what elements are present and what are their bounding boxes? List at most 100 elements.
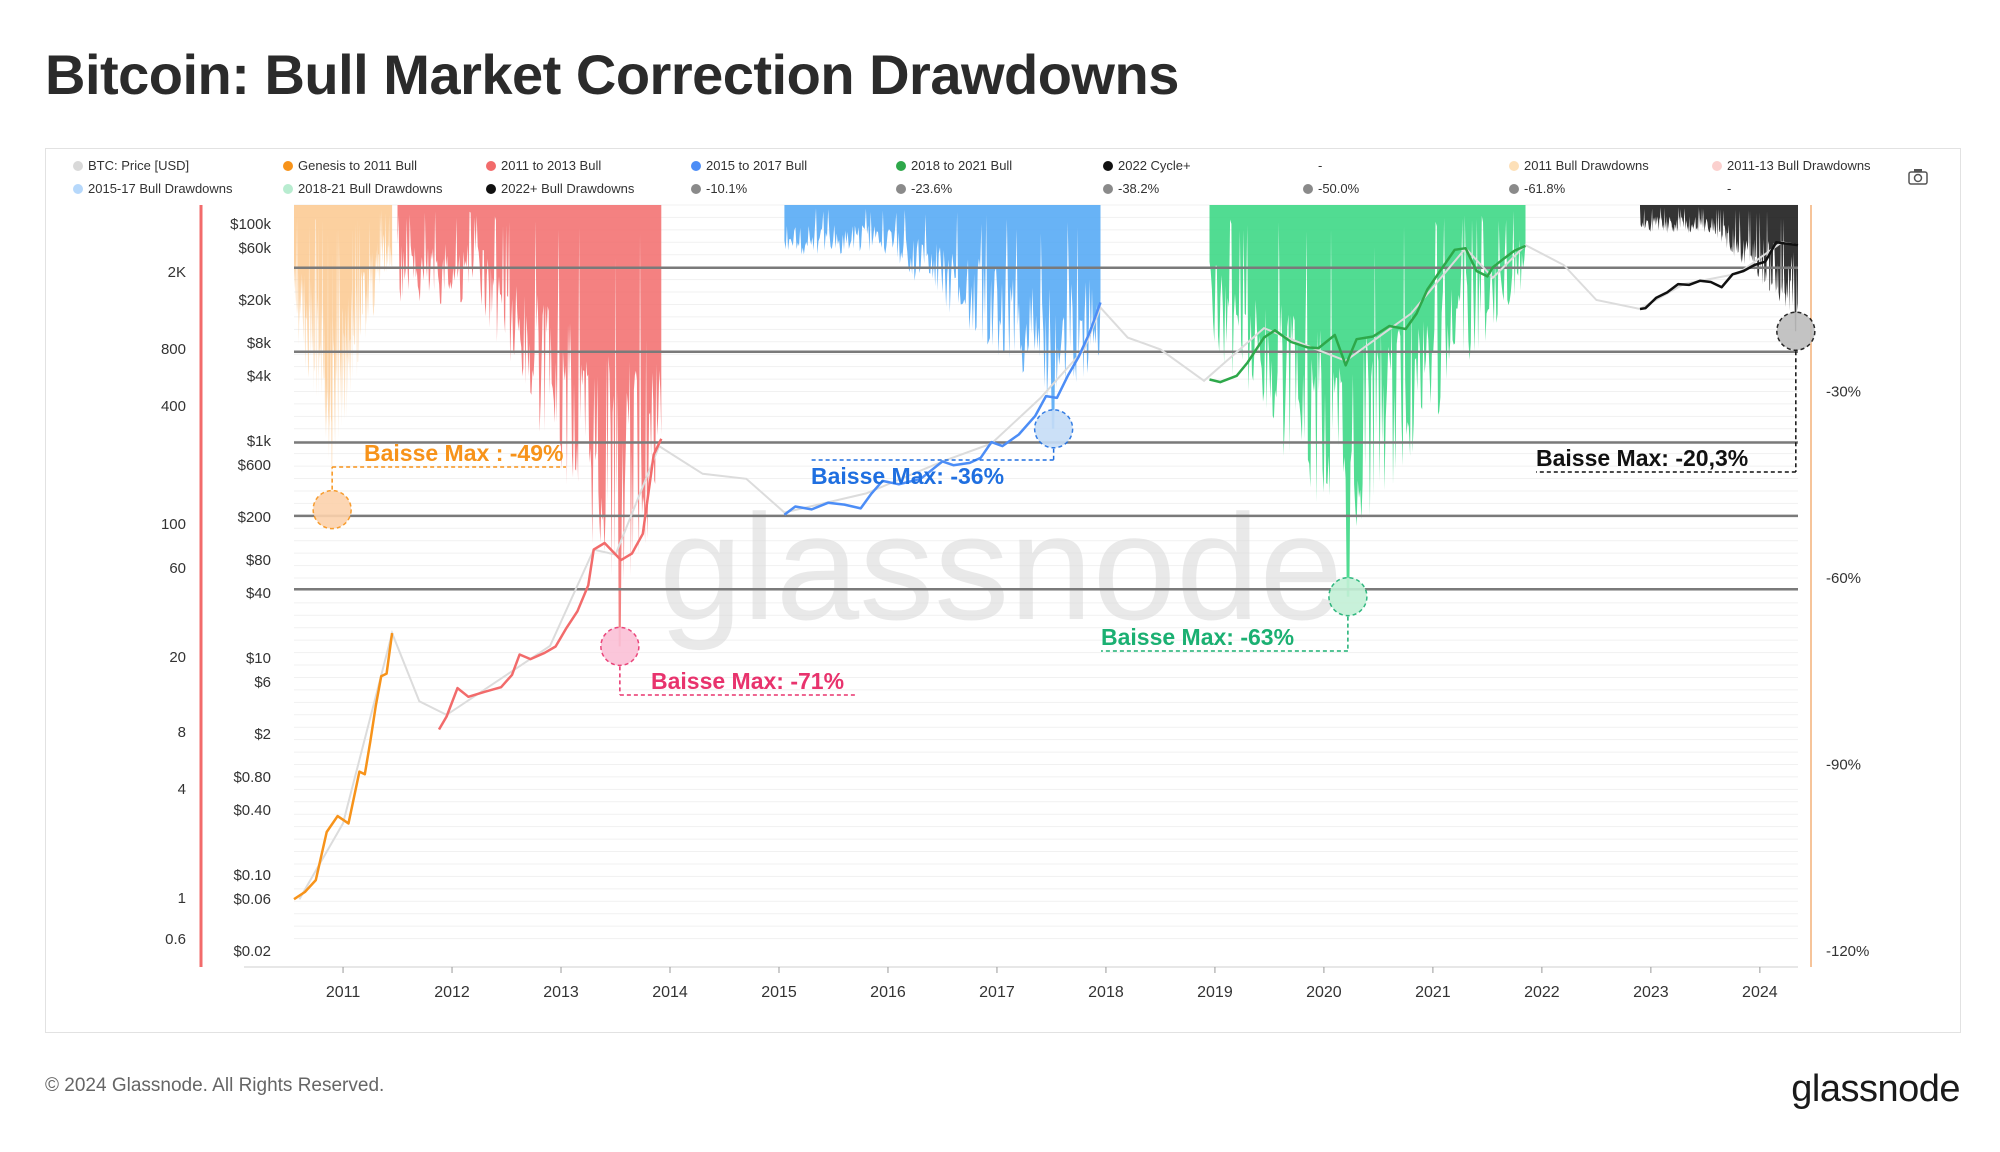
x-axis-tick: 2022 [1524, 984, 1560, 1001]
left-axis-tick: 400 [161, 398, 186, 415]
drawdown-area [294, 205, 393, 510]
annotation-label: Baisse Max: -63% [1101, 624, 1294, 650]
legend-swatch [691, 184, 701, 194]
page-title: Bitcoin: Bull Market Correction Drawdown… [45, 43, 1179, 106]
annotation-label: Baisse Max: -20,3% [1536, 445, 1748, 471]
x-axis-tick: 2020 [1306, 984, 1342, 1001]
price-axis-tick: $0.40 [233, 802, 271, 819]
watermark-text: glassnode [659, 483, 1343, 651]
drawdown-axis-tick: -90% [1826, 757, 1861, 774]
legend-swatch [283, 184, 293, 194]
x-axis-tick: 2014 [652, 984, 688, 1001]
x-axis-tick: 2011 [326, 984, 361, 1001]
x-axis-tick: 2018 [1088, 984, 1124, 1001]
drawdown-area [397, 205, 662, 647]
price-axis-tick: $0.06 [233, 891, 271, 908]
legend-swatch [283, 161, 293, 171]
price-axis-tick: $1k [247, 433, 272, 450]
x-axis-tick: 2013 [543, 984, 579, 1001]
legend-swatch [896, 161, 906, 171]
legend-label: -38.2% [1118, 181, 1160, 196]
camera-icon [1908, 169, 1928, 185]
legend-label: 2018-21 Bull Drawdowns [298, 181, 443, 196]
price-axis-tick: $60k [238, 240, 271, 257]
left-axis-tick: 20 [169, 649, 186, 666]
x-axis-tick: 2015 [761, 984, 797, 1001]
drawdown-area [784, 205, 1101, 429]
drawdown-marker [1328, 576, 1368, 617]
x-axis-tick: 2016 [870, 984, 906, 1001]
x-axis-tick: 2021 [1415, 984, 1451, 1001]
legend-swatch [73, 184, 83, 194]
left-axis-tick: 8 [178, 724, 186, 741]
legend-label: 2011 to 2013 Bull [501, 158, 601, 173]
x-axis-tick: 2017 [979, 984, 1015, 1001]
legend-swatch [1103, 161, 1113, 171]
price-axis-tick: $0.80 [233, 769, 271, 786]
legend-label: -61.8% [1524, 181, 1566, 196]
legend-swatch [1509, 161, 1519, 171]
footer-copyright: © 2024 Glassnode. All Rights Reserved. [45, 1075, 385, 1096]
price-axis-tick: $100k [230, 216, 271, 233]
left-axis-tick: 0.6 [165, 931, 186, 948]
legend-label: 2011-13 Bull Drawdowns [1727, 158, 1871, 173]
legend-swatch [1712, 161, 1722, 171]
legend-label: - [1318, 158, 1322, 173]
legend-swatch [73, 161, 83, 171]
legend-label: 2015-17 Bull Drawdowns [88, 181, 233, 196]
drawdown-area [1640, 205, 1798, 332]
legend-label: -23.6% [911, 181, 953, 196]
annotation-label: Baisse Max: -71% [651, 668, 844, 694]
left-axis-tick: 2K [168, 264, 186, 281]
price-axis-tick: $80 [246, 552, 271, 569]
legend-label: BTC: Price [USD] [88, 158, 189, 173]
legend-label: 2015 to 2017 Bull [706, 158, 807, 173]
legend-swatch [1509, 184, 1519, 194]
series-line [293, 632, 394, 901]
price-axis-tick: $10 [246, 650, 271, 667]
series-line [437, 438, 663, 731]
drawdown-axis-tick: -60% [1826, 570, 1861, 587]
legend-swatch [896, 184, 906, 194]
price-axis-tick: $0.10 [233, 867, 271, 884]
left-axis-tick: 800 [161, 341, 186, 358]
series-line [1639, 241, 1799, 311]
drawdown-marker [312, 489, 352, 530]
drawdown-marker [600, 626, 640, 667]
legend-swatch [691, 161, 701, 171]
left-axis-tick: 60 [169, 560, 186, 577]
legend-label: -10.1% [706, 181, 748, 196]
drawdown-marker [1033, 409, 1074, 449]
chart-svg: glassnode 2K 800 400 100 60 20 8 4 1 0.6 $100k $60k… [73, 158, 1928, 1001]
price-axis-tick: $4k [247, 368, 272, 385]
drawdown-axis-tick: -30% [1826, 384, 1861, 401]
legend-label: Genesis to 2011 Bull [298, 158, 417, 173]
price-axis-tick: $6 [254, 674, 271, 691]
price-axis-tick: $0.02 [233, 943, 271, 960]
drawdown-area [1209, 205, 1526, 597]
chart-container: glassnode 2K 800 400 100 60 20 8 4 1 0.6 $100k $60k… [45, 148, 1961, 1033]
legend-label: 2022 Cycle+ [1118, 158, 1191, 173]
x-axis-tick: 2023 [1633, 984, 1669, 1001]
price-axis-tick: $200 [238, 509, 271, 526]
x-axis-tick: 2019 [1197, 984, 1233, 1001]
x-axis-tick: 2012 [434, 984, 470, 1001]
drawdown-marker [1776, 311, 1816, 351]
left-axis-tick: 4 [178, 781, 186, 798]
price-axis-tick: $40 [246, 585, 271, 602]
legend-swatch [486, 161, 496, 171]
left-axis-tick: 1 [178, 890, 186, 907]
price-axis-tick: $2 [254, 726, 271, 743]
series-line [1209, 244, 1526, 384]
x-axis-tick: 2024 [1742, 984, 1778, 1001]
legend-label: -50.0% [1318, 181, 1360, 196]
legend-swatch [1103, 184, 1113, 194]
price-axis-tick: $20k [238, 292, 271, 309]
legend-label: 2018 to 2021 Bull [911, 158, 1012, 173]
legend-swatch [1303, 184, 1313, 194]
annotation-label: Baisse Max : -49% [364, 440, 563, 466]
annotation-label: Baisse Max: -36% [811, 463, 1004, 489]
left-axis-tick: 100 [161, 516, 186, 533]
price-axis-tick: $600 [238, 457, 271, 474]
price-axis-tick: $8k [247, 335, 272, 352]
